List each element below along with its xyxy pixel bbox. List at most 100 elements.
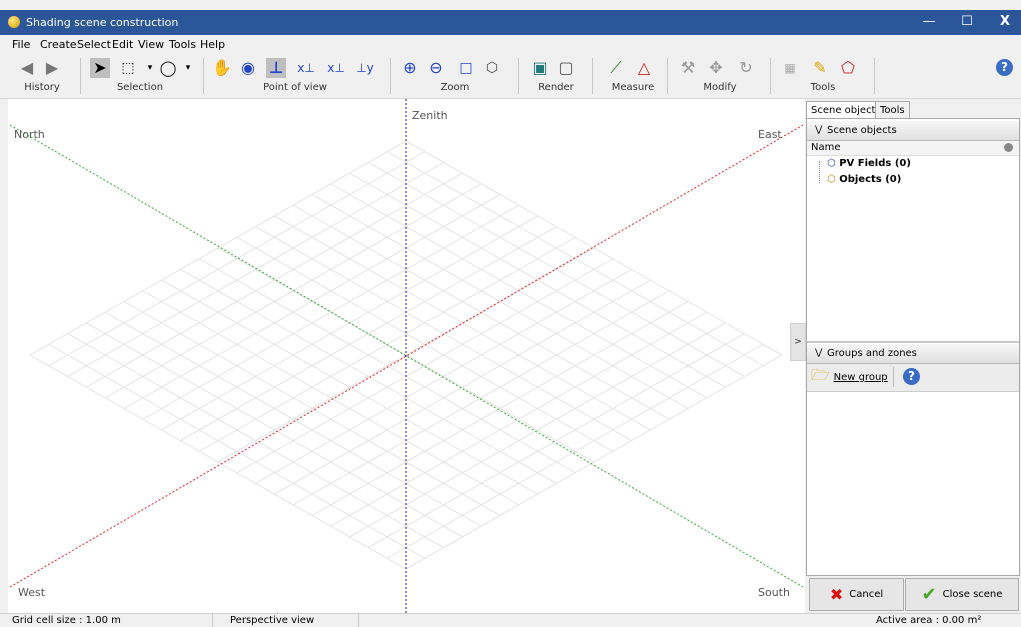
group-selection: Selection: [116, 82, 164, 93]
move-icon[interactable]: ✥: [709, 58, 723, 77]
panel-splitter[interactable]: [807, 341, 1019, 343]
grid-line: [387, 151, 764, 367]
app-icon: [8, 16, 20, 28]
side-panel: ⋁ Scene objects Name ⬡ PV Fields (0) ⬡ O…: [806, 118, 1020, 576]
rectangle-select-icon[interactable]: ⬚: [121, 60, 135, 76]
grid-line: [274, 215, 651, 431]
group-tools: Tools: [810, 82, 836, 93]
zoom-extents-icon[interactable]: ⬡: [485, 60, 499, 76]
zoom-out-icon[interactable]: ⊖: [429, 58, 443, 77]
grid-line: [349, 322, 726, 538]
new-group-button[interactable]: 🗁 New group: [811, 365, 888, 387]
collapse-panel-button[interactable]: >: [790, 323, 806, 361]
render-cube-icon[interactable]: ▣: [532, 58, 548, 77]
grid-line: [405, 354, 783, 570]
scene-viewport[interactable]: North Zenith East West South: [8, 99, 805, 613]
menu-file[interactable]: File: [12, 38, 31, 51]
grid-line: [255, 226, 632, 441]
objects-icon: ⬡: [827, 174, 836, 185]
render-wireframe-icon[interactable]: ▢: [558, 58, 574, 77]
grid-line: [330, 311, 707, 527]
grid-tool-icon[interactable]: ▦: [784, 61, 796, 75]
xy-view-icon[interactable]: x⊥: [297, 61, 315, 75]
grid-line: [236, 258, 613, 474]
grid-line: [293, 290, 670, 506]
back-arrow-icon[interactable]: ◀: [20, 58, 34, 77]
grid-line: [311, 301, 689, 516]
tree-item-objects[interactable]: ⬡ Objects (0): [827, 174, 902, 185]
view-mode: Perspective view: [230, 615, 315, 626]
red-x-icon: ✖: [829, 585, 844, 604]
group-render: Render: [538, 82, 574, 93]
pan-hand-icon[interactable]: ✋: [212, 58, 232, 77]
object-edit-icon[interactable]: ⬠: [841, 58, 855, 77]
tree-item-pv-fields[interactable]: ⬡ PV Fields (0): [827, 158, 911, 169]
axis-view-icon[interactable]: ⊥: [266, 58, 286, 78]
group-modify: Modify: [703, 82, 737, 93]
pv-fields-icon: ⬡: [827, 158, 836, 169]
pointer-select-icon[interactable]: ➤: [90, 58, 110, 78]
pencil-icon[interactable]: ✎: [813, 58, 827, 77]
column-options-icon[interactable]: [1004, 143, 1013, 152]
grid-cell-size: Grid cell size : 1.00 m: [12, 615, 121, 626]
menu-bar: File Create Select Edit View Tools Help: [0, 35, 1021, 52]
chevron-down-icon[interactable]: ▾: [147, 63, 153, 73]
rotate-eye-icon[interactable]: ◉: [241, 58, 255, 77]
east-west-axis: [9, 124, 804, 588]
window-title: Shading scene construction: [26, 16, 179, 29]
measure-distance-icon[interactable]: ⟋: [610, 58, 622, 77]
isometric-grid: [9, 99, 804, 613]
group-point-of-view: Point of view: [263, 82, 327, 93]
group-zoom: Zoom: [440, 82, 470, 93]
status-bar: Grid cell size : 1.00 m Perspective view…: [0, 613, 1021, 627]
rotate-icon[interactable]: ↻: [739, 58, 753, 77]
close-button[interactable]: X: [999, 14, 1011, 29]
toolbar: ◀ ▶ History ➤ ⬚ ▾ ◯ ▾ Selection ✋ ◉ ⊥ x⊥…: [0, 52, 1021, 99]
modify-tool-icon[interactable]: ⚒: [680, 58, 696, 77]
label-east: East: [758, 128, 782, 141]
menu-view[interactable]: View: [138, 38, 165, 51]
north-south-axis: [9, 124, 804, 588]
grid-line: [368, 162, 745, 377]
title-bar: Shading scene construction — ☐ X: [0, 10, 1021, 35]
group-measure: Measure: [611, 82, 655, 93]
cancel-button[interactable]: ✖ Cancel: [809, 578, 904, 611]
grid-line: [236, 236, 613, 452]
collapse-chevron-icon: ⋁: [815, 125, 823, 135]
grid-line: [349, 172, 726, 388]
label-zenith: Zenith: [412, 109, 448, 122]
folder-icon: 🗁: [811, 365, 830, 384]
menu-edit[interactable]: Edit: [112, 38, 134, 51]
grid-line: [368, 333, 745, 548]
maximize-button[interactable]: ☐: [961, 14, 973, 29]
close-scene-button[interactable]: ✔ Close scene: [905, 578, 1019, 611]
groups-zones-header[interactable]: ⋁ Groups and zones: [807, 344, 1019, 364]
help-icon[interactable]: ?: [996, 59, 1013, 76]
menu-tools[interactable]: Tools: [169, 38, 197, 51]
label-south: South: [758, 586, 790, 599]
active-area: Active area : 0.00 m²: [876, 615, 982, 626]
scene-objects-header[interactable]: ⋁ Scene objects: [807, 121, 1019, 141]
measure-angle-icon[interactable]: △: [637, 58, 651, 77]
label-north: North: [14, 128, 45, 141]
zoom-in-icon[interactable]: ⊕: [403, 58, 417, 77]
grid-line: [311, 194, 689, 409]
collapse-chevron-icon: ⋁: [815, 348, 823, 358]
help-icon[interactable]: ?: [903, 368, 920, 385]
label-west: West: [18, 586, 46, 599]
zoom-window-icon[interactable]: □: [459, 60, 473, 76]
tree-column-header: Name: [807, 141, 1019, 156]
menu-create[interactable]: Create: [40, 38, 77, 51]
chevron-down-icon[interactable]: ▾: [185, 63, 191, 73]
grid-line: [405, 140, 783, 356]
yz-view-icon[interactable]: ⊥y: [356, 61, 374, 75]
grid-line: [387, 343, 764, 559]
check-icon: ✔: [921, 584, 937, 605]
xz-view-icon[interactable]: x⊥: [327, 61, 345, 75]
menu-help[interactable]: Help: [200, 38, 226, 51]
menu-select[interactable]: Select: [77, 38, 111, 51]
grid-line: [255, 269, 632, 484]
minimize-button[interactable]: —: [922, 14, 936, 29]
forward-arrow-icon[interactable]: ▶: [45, 58, 59, 77]
lasso-select-icon[interactable]: ◯: [159, 59, 177, 77]
